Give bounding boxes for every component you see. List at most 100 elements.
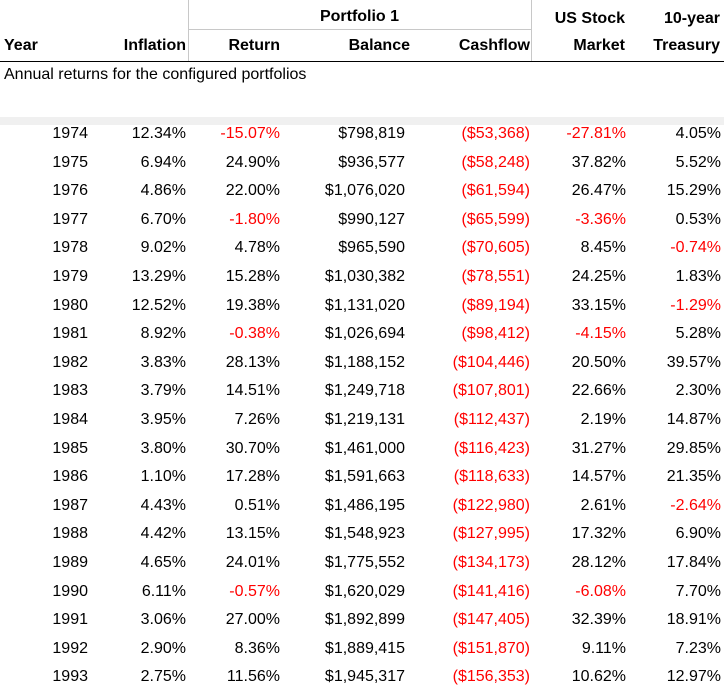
- cell-year: 1976: [52, 182, 88, 200]
- cell-inflation: 3.79%: [140, 382, 186, 400]
- cell-return: -1.80%: [229, 210, 280, 228]
- cell-return: 11.56%: [226, 668, 280, 686]
- cell-inflation: 3.83%: [140, 353, 186, 371]
- header-inflation: Inflation: [123, 37, 186, 54]
- cell-cashflow: ($107,801): [452, 382, 530, 400]
- cell-us-stock: 31.27%: [571, 439, 626, 457]
- cell-inflation: 3.06%: [140, 611, 186, 629]
- cell-inflation: 1.10%: [140, 468, 186, 486]
- cell-cashflow: ($122,980): [452, 496, 530, 514]
- cell-year: 1979: [52, 267, 88, 285]
- cell-balance: $1,620,029: [324, 582, 405, 600]
- cell-us-stock: 22.66%: [571, 382, 626, 400]
- cell-balance: $1,889,415: [324, 639, 405, 657]
- cell-us-stock: 2.19%: [580, 410, 626, 428]
- cell-year: 1985: [52, 439, 88, 457]
- cell-cashflow: ($53,368): [461, 125, 531, 142]
- cell-inflation: 9.02%: [140, 239, 186, 257]
- cell-return: 13.15%: [225, 525, 280, 543]
- cell-cashflow: ($147,405): [452, 611, 530, 629]
- cell-treasury: 7.70%: [675, 582, 721, 600]
- cell-cashflow: ($65,599): [461, 210, 531, 228]
- cell-year: 1977: [52, 210, 88, 228]
- cell-cashflow: ($78,551): [461, 267, 531, 285]
- header-year: Year: [4, 37, 38, 54]
- cell-year: 1984: [52, 410, 88, 428]
- cell-return: 27.00%: [225, 611, 280, 629]
- cell-return: 28.13%: [225, 353, 280, 371]
- header-group-portfolio-1: Portfolio 1: [319, 8, 400, 25]
- cell-inflation: 2.75%: [140, 668, 186, 686]
- cell-balance: $1,945,317: [324, 668, 405, 686]
- header-bottom-line: [0, 61, 724, 62]
- cell-us-stock: -6.08%: [575, 582, 626, 600]
- cell-treasury: 39.57%: [666, 353, 721, 371]
- cell-balance: $936,577: [338, 153, 405, 171]
- cell-return: 19.38%: [225, 296, 280, 314]
- cell-year: 1993: [52, 668, 88, 686]
- table-row: 1985 3.80% 30.70% $1,461,000 ($116,423) 31.27…: [0, 435, 724, 464]
- table-row: 1982 3.83% 28.13% $1,188,152 ($104,446) 20.50…: [0, 349, 724, 378]
- cell-cashflow: ($104,446): [452, 353, 530, 371]
- cell-inflation: 8.92%: [140, 325, 186, 343]
- cell-cashflow: ($118,633): [453, 468, 530, 486]
- cell-inflation: 12.34%: [131, 125, 186, 142]
- cell-treasury: 0.53%: [675, 210, 721, 228]
- table-caption: Annual returns for the configured portfo…: [4, 66, 307, 83]
- header-treasury-line1: 10-year: [663, 10, 720, 27]
- table-row: 1976 4.86% 22.00% $1,076,020 ($61,594) 26.47%…: [0, 177, 724, 206]
- cell-return: 7.26%: [234, 410, 280, 428]
- cell-us-stock: 9.11%: [581, 639, 626, 657]
- cell-us-stock: 26.47%: [571, 182, 626, 200]
- cell-cashflow: ($70,605): [461, 239, 531, 257]
- cell-cashflow: ($58,248): [461, 153, 531, 171]
- cell-inflation: 13.29%: [131, 267, 186, 285]
- cell-treasury: -0.74%: [670, 239, 721, 257]
- table-row: 1984 3.95% 7.26% $1,219,131 ($112,437) 2.19% 1…: [0, 406, 724, 435]
- cell-treasury: 7.23%: [675, 639, 721, 657]
- cell-inflation: 3.80%: [140, 439, 186, 457]
- table-row: 1975 6.94% 24.90% $936,577 ($58,248) 37.82% 5.…: [0, 149, 724, 178]
- cell-balance: $990,127: [338, 210, 405, 228]
- cell-return: 30.70%: [225, 439, 280, 457]
- cell-year: 1975: [52, 153, 88, 171]
- cell-cashflow: ($89,194): [461, 296, 531, 314]
- header-treasury-line2: Treasury: [653, 37, 720, 54]
- cell-balance: $1,461,000: [324, 439, 405, 457]
- cell-us-stock: 28.12%: [571, 553, 626, 571]
- cell-treasury: 1.83%: [675, 267, 721, 285]
- cell-us-stock: 8.45%: [580, 239, 626, 257]
- cell-us-stock: 32.39%: [571, 611, 626, 629]
- cell-return: -0.57%: [229, 582, 280, 600]
- cell-year: 1980: [52, 296, 88, 314]
- cell-balance: $1,775,552: [324, 553, 405, 571]
- cell-return: 24.01%: [225, 553, 280, 571]
- cell-inflation: 3.95%: [140, 410, 186, 428]
- table-row: 1988 4.42% 13.15% $1,548,923 ($127,995) 17.32…: [0, 520, 724, 549]
- cell-balance: $1,486,195: [324, 496, 405, 514]
- cell-us-stock: -4.15%: [575, 325, 626, 343]
- cell-year: 1992: [52, 639, 88, 657]
- cell-treasury: 21.35%: [666, 468, 721, 486]
- cell-treasury: 17.84%: [666, 553, 721, 571]
- cell-year: 1978: [52, 239, 88, 257]
- cell-us-stock: 24.25%: [571, 267, 626, 285]
- cell-treasury: 15.29%: [666, 182, 721, 200]
- cell-year: 1986: [52, 468, 88, 486]
- cell-cashflow: ($116,423): [453, 439, 530, 457]
- cell-return: 17.28%: [225, 468, 280, 486]
- cell-cashflow: ($151,870): [452, 639, 530, 657]
- cell-return: 22.00%: [225, 182, 280, 200]
- cell-return: 0.51%: [234, 496, 280, 514]
- header-group-underline: [188, 29, 531, 30]
- cell-balance: $1,188,152: [324, 353, 405, 371]
- cell-cashflow: ($127,995): [452, 525, 530, 543]
- cell-balance: $965,590: [338, 239, 405, 257]
- cell-cashflow: ($134,173): [452, 553, 530, 571]
- cell-treasury: 5.28%: [675, 325, 721, 343]
- cell-us-stock: 14.57%: [571, 468, 626, 486]
- cell-inflation: 4.42%: [140, 525, 186, 543]
- cell-year: 1983: [52, 382, 88, 400]
- cell-year: 1981: [52, 325, 88, 343]
- cell-inflation: 2.90%: [140, 639, 186, 657]
